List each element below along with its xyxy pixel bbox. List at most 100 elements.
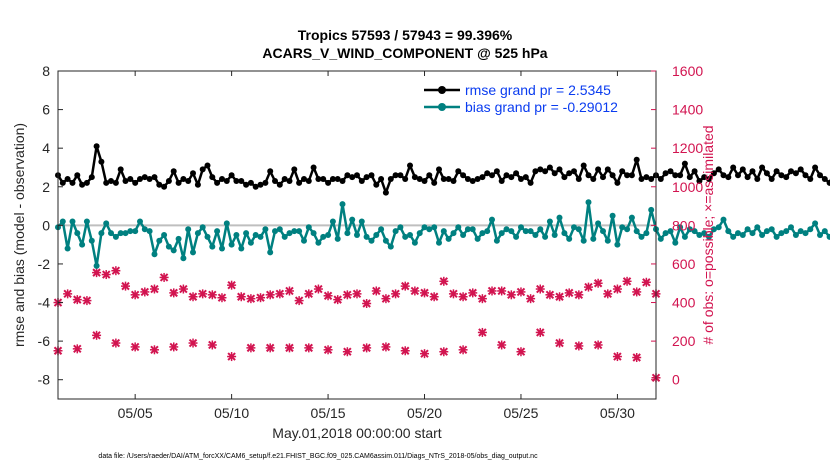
bias-point (701, 230, 708, 237)
x-axis-label: May.01,2018 00:00:00 start (272, 425, 442, 441)
bias-point (354, 232, 360, 238)
y-tick-label: 2 (42, 179, 50, 195)
bias-point (170, 247, 177, 254)
rmse-point (117, 166, 124, 173)
bias-point (744, 226, 751, 233)
rmse-point (585, 172, 592, 179)
bias-point (474, 235, 481, 242)
bias-point (440, 228, 447, 235)
bias-point (619, 224, 626, 231)
rmse-point (730, 164, 737, 171)
bias-point (233, 232, 240, 238)
rmse-point (301, 176, 307, 182)
rmse-point (267, 168, 274, 175)
rmse-point (821, 176, 828, 182)
rmse-point (513, 170, 520, 177)
rmse-point (489, 172, 495, 179)
bias-point (291, 228, 298, 235)
bias-point (382, 237, 389, 244)
rmse-point (681, 160, 688, 167)
bias-point (257, 233, 264, 240)
bias-series (55, 199, 830, 269)
rmse-point (339, 178, 346, 184)
bias-point (754, 224, 761, 231)
rmse-point (219, 176, 225, 182)
bias-point (503, 226, 510, 233)
y-right-tick-label: 1600 (672, 63, 703, 79)
rmse-point (508, 174, 515, 181)
bias-point (161, 232, 168, 238)
rmse-point (146, 176, 153, 182)
bias-point (397, 224, 404, 231)
bias-point (190, 249, 196, 256)
rmse-point (484, 170, 491, 177)
rmse-point (190, 170, 196, 177)
rmse-point (165, 178, 172, 184)
bias-point (310, 230, 317, 237)
bias-point (59, 218, 66, 225)
rmse-point (812, 164, 819, 171)
rmse-point (763, 170, 770, 177)
bias-point (180, 255, 187, 262)
rmse-point (503, 172, 510, 179)
y-axis-label: rmse and bias (model - observation) (11, 123, 27, 347)
bias-point (373, 232, 380, 238)
rmse-point (672, 172, 679, 179)
bias-point (301, 237, 307, 244)
bias-point (735, 230, 741, 237)
bias-point (464, 226, 471, 233)
rmse-point (204, 162, 211, 169)
rmse-point (334, 176, 341, 182)
bias-point (643, 230, 650, 237)
rmse-point (257, 181, 264, 188)
bias-point (802, 230, 809, 237)
rmse-point (180, 176, 187, 182)
rmse-series (55, 143, 830, 196)
rmse-point (792, 170, 799, 177)
rmse-point (455, 168, 462, 175)
bias-point (402, 233, 409, 240)
rmse-point (522, 174, 529, 181)
bias-point (788, 224, 794, 231)
rmse-point (416, 176, 423, 182)
rmse-point (98, 158, 105, 165)
bias-point (768, 226, 775, 233)
bias-point (681, 233, 688, 240)
rmse-point (537, 166, 544, 173)
bias-point (175, 235, 182, 242)
bias-point (349, 216, 356, 223)
rmse-point (214, 179, 221, 186)
rmse-point (310, 164, 317, 171)
bias-point (276, 226, 283, 233)
rmse-point (706, 176, 712, 182)
rmse-point (479, 174, 486, 181)
x-tick-label: 05/15 (311, 405, 346, 421)
bias-point (204, 233, 211, 240)
rmse-point (474, 176, 481, 182)
bias-point (339, 201, 346, 208)
rmse-point (156, 181, 163, 188)
rmse-point (59, 179, 66, 186)
rmse-point (551, 170, 558, 177)
rmse-point (407, 162, 413, 169)
bias-point (479, 230, 486, 237)
rmse-point (696, 178, 703, 184)
rmse-point (735, 172, 741, 179)
bias-point (604, 237, 611, 244)
legend-bias-label: bias grand pr = -0.29012 (465, 99, 618, 115)
bias-point (421, 224, 428, 231)
bias-point (817, 232, 823, 238)
bias-point (252, 232, 259, 238)
rmse-point (710, 170, 717, 177)
rmse-point (648, 176, 655, 182)
bias-point (648, 206, 655, 213)
rmse-point (744, 174, 751, 181)
y-right-tick-label: 200 (672, 333, 696, 349)
bias-point (64, 245, 71, 252)
bias-point (137, 218, 143, 225)
rmse-point (315, 176, 322, 182)
y-right-tick-label: 1200 (672, 140, 703, 156)
rmse-point (773, 168, 780, 175)
rmse-point (546, 164, 553, 171)
bias-point (368, 237, 375, 244)
